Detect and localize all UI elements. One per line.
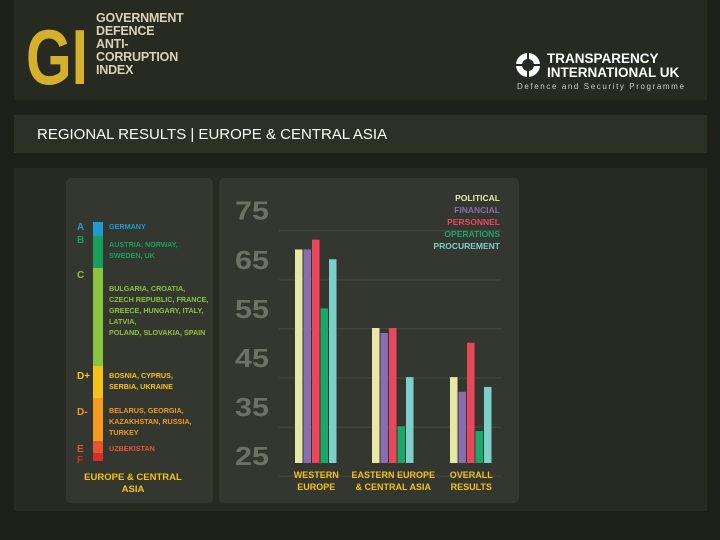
grade-country-label: CZECH REPUBLIC, FRANCE,: [109, 295, 208, 304]
bar: [458, 391, 466, 463]
y-tick-label: 55: [235, 294, 269, 324]
gi-text-line: DEFENCE: [96, 24, 155, 38]
x-tick-label: & CENTRAL ASIA: [355, 482, 431, 492]
grade-bar-segment: [93, 441, 103, 453]
y-tick-label: 45: [235, 343, 269, 373]
grade-scale-panel: A GERMANY B AUSTRIA, NORWAY, SWEDEN, UK C BULG…: [66, 178, 213, 503]
grade-scale-graphic: A GERMANY B AUSTRIA, NORWAY, SWEDEN, UK C BULG…: [77, 222, 208, 495]
grade-bar-segment: [93, 222, 103, 236]
ti-subtitle: Defence and Security Programme: [517, 82, 686, 91]
header-banner: GI GOVERNMENT DEFENCE ANTI- CORRUPTION I…: [14, 0, 707, 100]
grade-country-label: POLAND, SLOVAKIA, SPAIN: [109, 328, 205, 337]
bar: [397, 426, 405, 463]
grade-letter: B: [77, 235, 84, 246]
bar: [475, 431, 483, 463]
gi-text-line: INDEX: [96, 63, 134, 77]
grade-country-label: SERBIA, UKRAINE: [109, 382, 173, 391]
grade-bar-segment: [93, 236, 103, 268]
bar: [372, 328, 380, 463]
grade-country-label: UZBEKISTAN: [109, 444, 155, 453]
legend-entry: OPERATIONS: [444, 229, 500, 239]
gi-text-line: CORRUPTION: [96, 50, 179, 64]
ti-globe-icon: [516, 53, 540, 77]
grade-country-label: LATVIA,: [109, 317, 136, 326]
grade-country-label: BOSNIA, CYPRUS,: [109, 371, 173, 380]
x-tick-label: EUROPE: [297, 482, 335, 492]
x-tick-label: OVERALL: [450, 470, 494, 480]
grade-country-label: BELARUS, GEORGIA,: [109, 406, 184, 415]
grade-country-label: SWEDEN, UK: [109, 251, 156, 260]
gi-text-line: ANTI-: [96, 37, 129, 51]
legend-entry: PERSONNEL: [447, 217, 500, 227]
grade-footer-label: EUROPE & CENTRAL: [84, 472, 182, 483]
grade-bar-segment: [93, 268, 103, 366]
grade-letter: F: [77, 455, 83, 466]
y-tick-label: 35: [235, 392, 269, 422]
grade-letter: A: [77, 222, 84, 233]
ti-name: TRANSPARENCY INTERNATIONAL UK: [547, 52, 679, 79]
chart-panel: 75 65 55 45 35 25 POLITICAL FINANCIAL PERSONNEL O…: [219, 178, 519, 503]
y-tick-label: 25: [235, 441, 269, 471]
bar: [406, 377, 414, 463]
y-tick-label: 65: [235, 245, 269, 275]
bar: [320, 308, 328, 463]
gi-logo-icon: GI: [26, 13, 88, 90]
bar: [450, 377, 458, 463]
grade-bar-segment: [93, 453, 103, 461]
bar: [312, 239, 320, 463]
grade-footer-label: ASIA: [122, 484, 145, 495]
bar-chart: 75 65 55 45 35 25 POLITICAL FINANCIAL PERSONNEL O…: [235, 193, 501, 492]
title-bar: REGIONAL RESULTS | EUROPE & CENTRAL ASIA: [14, 115, 707, 153]
gi-text-line: GOVERNMENT: [96, 11, 184, 25]
bar: [329, 259, 337, 463]
y-tick-label: 75: [235, 196, 269, 226]
grade-bar-segment: [93, 398, 103, 441]
legend-entry: FINANCIAL: [454, 205, 500, 215]
grade-letter: C: [77, 270, 84, 281]
grade-country-label: KAZAKHSTAN, RUSSIA,: [109, 417, 192, 426]
bar: [303, 249, 311, 463]
grade-letter: E: [77, 444, 84, 455]
grade-bar-segment: [93, 366, 103, 398]
grade-letter: D-: [77, 407, 88, 418]
ti-name-line: TRANSPARENCY: [547, 51, 659, 66]
grade-letter: D+: [77, 371, 90, 382]
x-tick-label: WESTERN: [294, 470, 339, 480]
x-tick-label: EASTERN EUROPE: [351, 470, 435, 480]
gi-logo-text: GOVERNMENT DEFENCE ANTI- CORRUPTION INDE…: [96, 12, 184, 77]
bar: [484, 386, 492, 463]
gi-logo-letters: GI: [26, 13, 88, 90]
legend-entry: POLITICAL: [455, 193, 500, 203]
x-tick-label: RESULTS: [451, 482, 492, 492]
legend-entry: PROCUREMENT: [433, 241, 500, 251]
grade-country-label: TURKEY: [109, 428, 139, 437]
bar: [389, 328, 397, 463]
bar: [467, 342, 475, 463]
grade-country-label: GREECE, HUNGARY, ITALY,: [109, 306, 203, 315]
transparency-international-logo: TRANSPARENCY INTERNATIONAL UK Defence an…: [515, 52, 695, 92]
page-title: REGIONAL RESULTS | EUROPE & CENTRAL ASIA: [37, 126, 388, 143]
ti-name-line: INTERNATIONAL UK: [547, 64, 680, 80]
grade-country-label: AUSTRIA, NORWAY,: [109, 240, 178, 249]
bar: [380, 332, 388, 463]
bar: [295, 249, 303, 463]
grade-country-label: BULGARIA, CROATIA,: [109, 284, 185, 293]
grade-country-label: GERMANY: [109, 222, 146, 231]
